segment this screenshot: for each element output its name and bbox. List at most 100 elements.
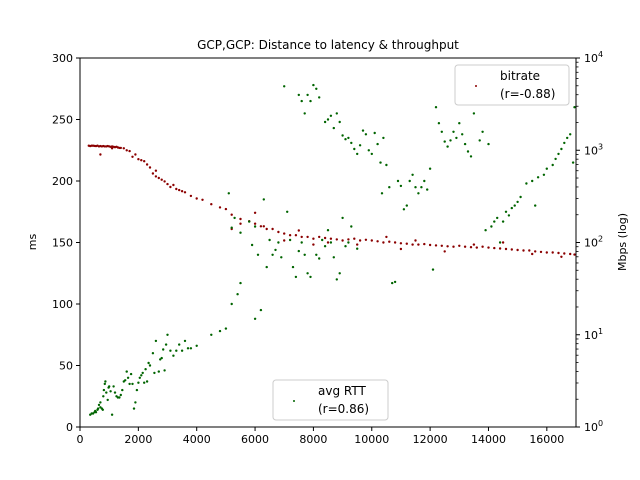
bitrate-point <box>166 182 169 186</box>
x-tick-label: 2000 <box>124 433 152 446</box>
avg-rtt-point <box>239 281 242 285</box>
bitrate-point <box>393 241 397 244</box>
avg-rtt-point <box>332 256 335 259</box>
bitrate-point <box>481 245 484 248</box>
avg-rtt-point <box>178 343 181 346</box>
avg-rtt-point <box>102 395 105 398</box>
avg-rtt-point <box>160 356 163 360</box>
avg-rtt-point <box>286 210 289 213</box>
avg-rtt-point <box>108 385 111 388</box>
bitrate-point <box>180 190 184 193</box>
bitrate-point <box>376 240 379 243</box>
x-tick-label: 16000 <box>529 433 564 446</box>
bitrate-point <box>143 160 146 163</box>
avg-rtt-point <box>119 393 123 397</box>
avg-rtt-point <box>109 390 112 393</box>
bitrate-point <box>516 248 519 252</box>
avg-rtt-point <box>218 329 222 333</box>
bitrate-point <box>277 230 280 234</box>
avg-rtt-point <box>484 229 487 232</box>
bitrate-point <box>148 166 152 169</box>
avg-rtt-point <box>230 226 233 229</box>
avg-rtt-point <box>417 192 420 195</box>
avg-rtt-point <box>129 372 133 376</box>
legend-bitrate-name: bitrate <box>500 69 540 83</box>
avg-rtt-point <box>291 265 295 269</box>
avg-rtt-point <box>162 348 165 351</box>
avg-rtt-point <box>478 139 481 142</box>
avg-rtt-point <box>411 173 414 176</box>
avg-rtt-point <box>513 204 516 207</box>
avg-rtt-point <box>147 361 150 365</box>
bitrate-point <box>446 245 449 248</box>
legend-avg-rtt-marker <box>293 400 295 402</box>
avg-rtt-point <box>151 352 155 355</box>
avg-rtt-point <box>510 206 513 210</box>
avg-rtt-point <box>557 152 560 156</box>
bitrate-point <box>531 252 534 256</box>
bitrate-point <box>329 237 333 240</box>
avg-rtt-point <box>143 381 146 384</box>
avg-rtt-point <box>99 401 102 404</box>
avg-rtt-point <box>364 133 368 136</box>
avg-rtt-point <box>440 130 443 133</box>
y2-tick-label: 103 <box>584 142 603 157</box>
avg-rtt-point <box>405 204 408 207</box>
avg-rtt-point <box>525 182 528 185</box>
bitrate-point <box>271 227 274 231</box>
avg-rtt-point <box>329 241 333 244</box>
avg-rtt-point <box>358 144 362 147</box>
bitrate-point <box>534 250 537 253</box>
bitrate-point <box>294 234 298 237</box>
bitrate-point <box>169 185 172 189</box>
avg-rtt-point <box>466 150 470 153</box>
avg-rtt-point <box>137 381 140 384</box>
bitrate-point <box>326 241 330 244</box>
y-tick-label: 250 <box>52 114 73 127</box>
avg-rtt-point <box>268 238 271 242</box>
avg-rtt-point <box>97 403 101 407</box>
bitrate-point <box>239 222 242 225</box>
bitrate-point <box>399 247 403 251</box>
bitrate-series <box>87 144 576 258</box>
avg-rtt-point <box>385 163 388 167</box>
bitrate-point <box>253 222 257 225</box>
y-tick-label: 200 <box>52 175 73 188</box>
avg-rtt-point <box>300 241 303 244</box>
avg-rtt-point <box>94 411 98 414</box>
avg-rtt-series <box>89 83 576 416</box>
legend-avg-rtt-r: (r=0.86) <box>318 402 369 416</box>
avg-rtt-point <box>350 141 353 145</box>
avg-rtt-point <box>210 333 213 336</box>
avg-rtt-point <box>303 112 306 115</box>
x-tick-label: 14000 <box>471 433 506 446</box>
avg-rtt-point <box>519 195 522 199</box>
avg-rtt-point <box>128 382 131 386</box>
avg-rtt-point <box>154 339 158 343</box>
avg-rtt-point <box>356 152 359 156</box>
avg-rtt-point <box>481 130 484 133</box>
avg-rtt-point <box>180 349 184 352</box>
bitrate-point <box>411 243 414 246</box>
avg-rtt-point <box>338 120 341 124</box>
avg-rtt-point <box>271 253 274 256</box>
avg-rtt-point <box>472 112 476 115</box>
bitrate-point <box>110 147 114 150</box>
avg-rtt-point <box>569 133 572 136</box>
bitrate-point <box>253 211 257 214</box>
bitrate-point <box>218 206 222 209</box>
avg-rtt-point <box>227 192 230 195</box>
bitrate-point <box>318 235 321 239</box>
avg-rtt-point <box>501 220 505 223</box>
bitrate-point <box>154 175 158 178</box>
avg-rtt-point <box>498 241 502 244</box>
avg-rtt-point <box>144 368 147 371</box>
bitrate-point <box>128 149 131 153</box>
bitrate-point <box>423 242 426 246</box>
avg-rtt-point <box>458 122 461 125</box>
avg-rtt-point <box>434 106 438 109</box>
avg-rtt-point <box>106 398 109 402</box>
avg-rtt-point <box>516 200 519 204</box>
avg-rtt-point <box>350 225 353 228</box>
avg-rtt-point <box>248 220 251 223</box>
